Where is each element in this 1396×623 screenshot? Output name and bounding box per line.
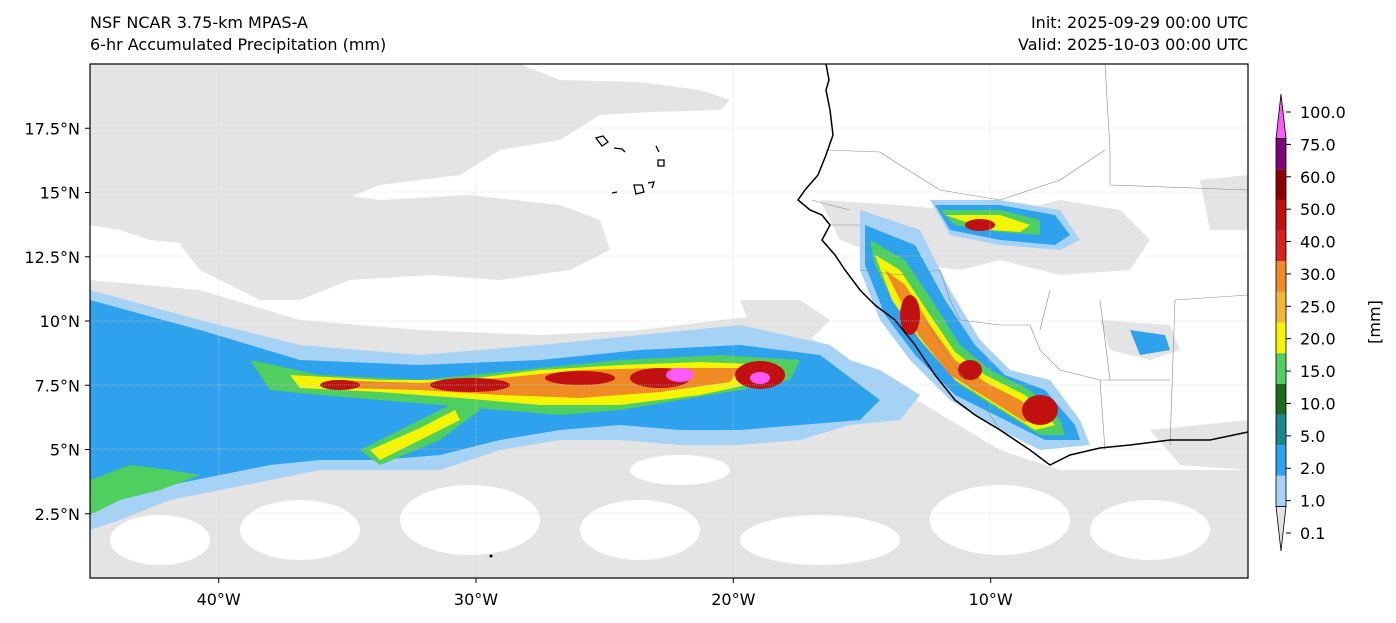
time-info-block: Init: 2025-09-29 00:00 UTC Valid: 2025-1… — [1018, 12, 1248, 56]
longitude-axis: 40°W 30°W 20°W 10°W — [197, 578, 1013, 609]
country-borders — [811, 64, 1248, 451]
valid-time: Valid: 2025-10-03 00:00 UTC — [1017, 35, 1248, 54]
lat-tick-label: 12.5°N — [24, 248, 80, 267]
colorbar-tick-label: 75.0 — [1300, 135, 1336, 154]
lat-tick-label: 7.5°N — [35, 376, 80, 395]
precip-max-cores — [666, 368, 770, 384]
lat-tick-label: 17.5°N — [24, 119, 80, 138]
model-title: NSF NCAR 3.75-km MPAS-A — [90, 13, 308, 32]
colorbar-tick-label: 2.0 — [1300, 459, 1325, 478]
map-title-block: NSF NCAR 3.75-km MPAS-A 6-hr Accumulated… — [90, 12, 386, 56]
lat-tick-label: 15°N — [40, 184, 80, 203]
coastline — [796, 64, 1248, 466]
field-title: 6-hr Accumulated Precipitation (mm) — [90, 35, 387, 54]
lon-tick-label: 10°W — [969, 590, 1013, 609]
colorbar-segment — [1276, 383, 1286, 415]
colorbar-unit-label: [mm] — [1365, 300, 1384, 344]
colorbar-tick-label: 30.0 — [1300, 265, 1336, 284]
colorbar-segment — [1276, 322, 1286, 354]
colorbar-tick-label: 25.0 — [1300, 297, 1336, 316]
lat-tick-label: 2.5°N — [35, 505, 80, 524]
colorbar-frame — [1275, 138, 1287, 507]
colorbar-tick-label: 50.0 — [1300, 200, 1336, 219]
colorbar-extend-low — [1275, 505, 1287, 552]
colorbar-segment — [1276, 475, 1286, 507]
colorbar-segment — [1276, 445, 1286, 476]
colorbar-tick-label: 15.0 — [1300, 362, 1336, 381]
colorbar-tick-label: 5.0 — [1300, 427, 1325, 446]
latitude-axis: 2.5°N 5°N 7.5°N 10°N 12.5°N 15°N 17.5°N — [24, 119, 90, 524]
colorbar-extend-high — [1275, 93, 1287, 140]
colorbar-tick-label: 20.0 — [1300, 330, 1336, 349]
colorbar-tick-label: 10.0 — [1300, 394, 1336, 413]
lon-tick-label: 40°W — [197, 590, 241, 609]
cape-verde-islands — [594, 135, 665, 195]
colorbar-tick-label: 40.0 — [1300, 233, 1336, 252]
init-time: Init: 2025-09-29 00:00 UTC — [1030, 13, 1248, 32]
colorbar-segment — [1276, 138, 1286, 170]
colorbar-segment — [1276, 230, 1286, 262]
lat-tick-label: 10°N — [40, 312, 80, 331]
precip-clear-areas — [110, 455, 1210, 565]
lat-tick-label: 5°N — [50, 441, 80, 460]
colorbar-segment — [1276, 414, 1286, 446]
lon-tick-label: 30°W — [454, 590, 498, 609]
colorbar-segment — [1276, 199, 1286, 231]
colorbar: 0.1 1.0 2.0 5.0 10.0 15.0 20.0 25.0 30.0 40.0 50.0… — [1275, 93, 1346, 552]
colorbar-segment — [1276, 353, 1286, 384]
colorbar-tick-label: 1.0 — [1300, 492, 1325, 511]
small-island-marker — [489, 554, 493, 558]
colorbar-tick-label: 100.0 — [1300, 103, 1346, 122]
colorbar-segment — [1276, 169, 1286, 200]
colorbar-segment — [1276, 291, 1286, 323]
colorbar-tick-label: 0.1 — [1300, 524, 1325, 543]
colorbar-segment — [1276, 261, 1286, 292]
map-gridlines — [90, 64, 1248, 578]
lon-tick-label: 20°W — [711, 590, 755, 609]
colorbar-tick-label: 60.0 — [1300, 168, 1336, 187]
